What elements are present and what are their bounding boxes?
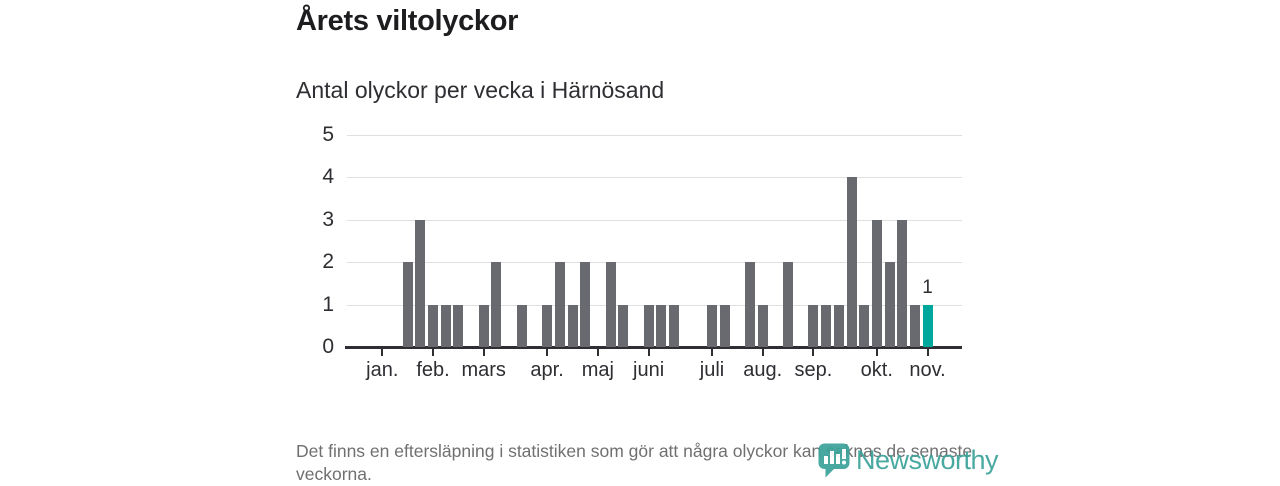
chart-title: Årets viltolyckor: [296, 5, 519, 37]
bar-week-40: [871, 219, 882, 347]
gridline-y4: [347, 177, 962, 179]
month-tick-nov: [926, 349, 929, 356]
bar-week-42: [897, 219, 908, 347]
bar-week-27: [707, 304, 717, 347]
month-label-nov: nov.: [909, 359, 946, 381]
gridline-y1: [347, 304, 962, 306]
bar-week-5: [428, 304, 438, 347]
month-tick-mars: [482, 349, 485, 356]
month-label-mars: mars: [461, 359, 506, 381]
newsworthy-bar-chart-pin-icon: [818, 443, 850, 478]
y-axis-label-4: 4: [322, 165, 334, 189]
bar-week-38: [846, 177, 857, 347]
month-label-maj: maj: [581, 359, 615, 381]
bar-week-39: [859, 304, 870, 347]
month-label-juni: juni: [633, 359, 665, 381]
newsworthy-logo-text: Newsworthy: [856, 445, 999, 475]
month-tick-juli: [711, 349, 713, 356]
bar-week-41: [884, 262, 895, 347]
y-axis-label-1: 1: [322, 292, 334, 316]
gridline-y5: [347, 135, 962, 136]
gridline-y2: [347, 262, 962, 264]
bar-week-44: [922, 304, 933, 347]
bar-week-10: [491, 262, 502, 347]
month-label-apr: apr.: [530, 359, 564, 381]
bar-week-15: [554, 262, 565, 347]
month-label-jan: jan.: [366, 359, 399, 381]
month-label-juli: juli: [699, 359, 725, 381]
bar-week-36: [821, 304, 832, 347]
bar-week-28: [719, 304, 730, 347]
month-tick-jan: [381, 349, 384, 356]
highlight-value-label: 1: [922, 276, 933, 298]
bar-week-20: [618, 304, 629, 347]
bar-week-3: [402, 262, 413, 347]
x-axis-baseline: [345, 346, 962, 349]
bar-week-23: [656, 304, 667, 347]
footnote: Det finns en eftersläpning i statistiken…: [296, 441, 973, 484]
month-label-okt: okt.: [860, 359, 893, 381]
bar-week-19: [605, 262, 616, 347]
bar-week-12: [516, 304, 527, 347]
bar-week-16: [567, 304, 578, 347]
bar-week-7: [453, 304, 464, 347]
bar-week-4: [415, 219, 426, 347]
bar-week-14: [542, 304, 553, 347]
month-tick-juni: [647, 349, 650, 356]
month-label-sep: sep.: [794, 359, 833, 381]
chart-subtitle: Antal olyckor per vecka i Härnösand: [296, 77, 665, 103]
gridline-y3: [347, 219, 962, 221]
month-tick-sep: [812, 349, 815, 356]
y-axis-label-5: 5: [322, 123, 334, 146]
y-axis-label-0: 0: [322, 335, 334, 358]
month-tick-aug: [761, 349, 764, 356]
bar-week-24: [668, 304, 679, 347]
month-label-feb: feb.: [416, 359, 450, 381]
month-tick-okt: [875, 349, 878, 356]
bar-week-17: [580, 262, 591, 347]
month-tick-feb: [432, 349, 434, 356]
bar-week-33: [783, 262, 794, 347]
bar-week-43: [909, 304, 920, 347]
bar-week-37: [833, 304, 844, 347]
y-axis-label-3: 3: [322, 207, 334, 231]
newsworthy-logo: Newsworthy: [818, 443, 999, 478]
month-label-aug: aug.: [743, 359, 783, 381]
bar-week-31: [757, 304, 768, 347]
bar-week-35: [808, 304, 819, 347]
bar-week-9: [478, 304, 489, 347]
month-tick-maj: [596, 349, 599, 356]
month-tick-apr: [546, 349, 549, 356]
bar-week-22: [643, 304, 654, 347]
y-axis-label-2: 2: [322, 250, 334, 274]
bar-week-30: [745, 262, 755, 347]
bar-week-6: [440, 304, 451, 347]
